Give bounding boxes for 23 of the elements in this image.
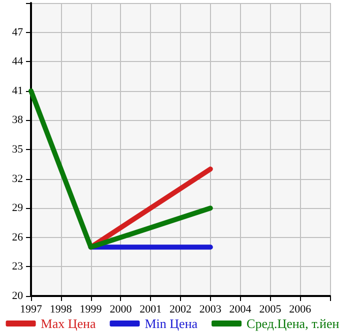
y-tick-label: 23 [12,260,24,273]
x-tick-label: 2001 [140,304,162,316]
legend-label: Сред.Цена, т.йен [246,316,340,331]
y-tick-label: 20 [12,290,24,302]
x-tick-label: 2000 [110,304,132,316]
x-tick-label: 2005 [259,304,282,316]
x-tick-label: 2006 [289,304,312,316]
y-tick-label: 29 [12,202,24,214]
y-tick-label: 32 [12,172,23,185]
x-tick-label: 2002 [170,304,192,316]
legend-label: Max Цена [40,316,96,331]
y-tick-label: 44 [12,56,24,68]
y-tick-label: 38 [12,114,24,126]
x-tick-label: 2003 [199,304,222,316]
y-tick-label: 47 [12,26,24,38]
x-tick-label: 1998 [50,304,72,316]
legend-label: Min Цена [144,316,198,331]
y-tick-label: 41 [12,84,23,97]
x-tick-label: 1997 [20,304,42,316]
y-tick-label: 35 [12,144,24,156]
x-tick-label: 2004 [229,304,252,316]
x-tick-label: 1999 [80,304,102,316]
y-tick-label: 26 [12,231,24,244]
